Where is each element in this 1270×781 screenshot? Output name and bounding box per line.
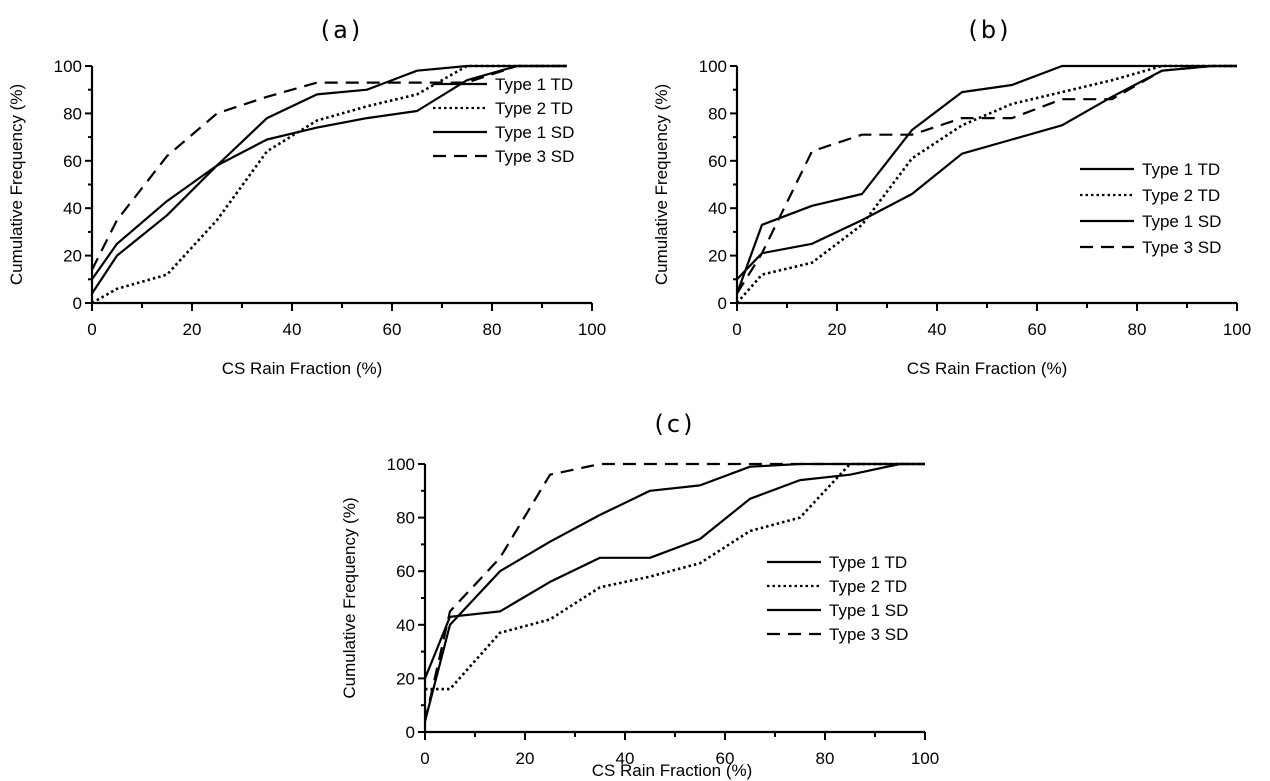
x-tick-label: 80 — [483, 320, 502, 339]
legend-label-2: Type 2 TD — [829, 577, 907, 596]
chart-panel-3: (c) 0 20 40 60 80 100 0 20 40 60 80 100 CS Rain Fract… — [340, 410, 939, 780]
legend-label-1: Type 1 TD — [1142, 160, 1220, 179]
legend-label-2: Type 2 TD — [1142, 186, 1220, 205]
series-line-3 — [735, 64, 1237, 294]
y-tick-label: 80 — [63, 104, 82, 123]
y-tick-label: 80 — [396, 509, 415, 528]
y-axis-title: Cumulative Frequency (%) — [7, 84, 26, 285]
x-tick-label: 20 — [828, 320, 847, 339]
chart-panel-1: (a) 0 20 40 60 80 100 0 20 40 60 80 100 CS Rain Fract… — [7, 16, 606, 378]
legend-label-4: Type 3 SD — [829, 625, 908, 644]
x-tick-label: 100 — [911, 749, 939, 768]
x-tick-label: 20 — [183, 320, 202, 339]
y-axis-title: Cumulative Frequency (%) — [652, 84, 671, 285]
series-line-1 — [91, 64, 567, 280]
y-tick-label: 60 — [708, 152, 727, 171]
y-tick-label: 100 — [387, 455, 415, 474]
y-tick-label: 0 — [718, 294, 727, 313]
y-tick-label: 0 — [406, 723, 415, 742]
x-tick-label: 100 — [578, 320, 606, 339]
x-tick-label: 60 — [1028, 320, 1047, 339]
series-line-2 — [736, 64, 1237, 304]
panel-title: (c) — [655, 410, 696, 438]
x-tick-label: 40 — [928, 320, 947, 339]
legend-label-4: Type 3 SD — [495, 147, 574, 166]
legend-label-3: Type 1 SD — [829, 601, 908, 620]
series-line-4 — [423, 462, 925, 722]
panel-title: (b) — [969, 16, 1012, 44]
legend-label-4: Type 3 SD — [1142, 238, 1221, 257]
y-tick-label: 40 — [396, 616, 415, 635]
x-tick-label: 20 — [516, 749, 535, 768]
y-tick-label: 0 — [73, 294, 82, 313]
series-line-2 — [91, 64, 567, 305]
x-tick-label: 0 — [732, 320, 741, 339]
y-tick-label: 40 — [708, 199, 727, 218]
chart-panel-2: (b) 0 20 40 60 80 100 0 20 40 60 80 100 CS Rain Fract… — [652, 16, 1251, 378]
legend-label-3: Type 1 SD — [495, 123, 574, 142]
x-axis-title: CS Rain Fraction (%) — [907, 359, 1068, 378]
series-line-1 — [423, 462, 925, 679]
x-tick-label: 40 — [616, 749, 635, 768]
y-tick-label: 60 — [63, 152, 82, 171]
x-tick-label: 0 — [87, 320, 96, 339]
y-tick-label: 40 — [63, 199, 82, 218]
x-tick-label: 0 — [420, 749, 429, 768]
legend-label-1: Type 1 TD — [495, 75, 573, 94]
y-tick-label: 20 — [63, 247, 82, 266]
y-tick-label: 20 — [396, 669, 415, 688]
y-tick-label: 100 — [54, 57, 82, 76]
x-tick-label: 60 — [383, 320, 402, 339]
y-tick-label: 20 — [708, 247, 727, 266]
x-axis-title: CS Rain Fraction (%) — [592, 761, 753, 780]
x-tick-label: 80 — [816, 749, 835, 768]
x-tick-label: 100 — [1223, 320, 1251, 339]
panel-title: (a) — [321, 16, 363, 44]
y-axis-title: Cumulative Frequency (%) — [340, 497, 359, 698]
y-tick-label: 60 — [396, 562, 415, 581]
x-tick-label: 80 — [1128, 320, 1147, 339]
x-axis-title: CS Rain Fraction (%) — [222, 359, 383, 378]
y-tick-label: 80 — [708, 104, 727, 123]
legend-label-2: Type 2 TD — [495, 99, 573, 118]
series-line-4 — [736, 64, 1237, 295]
series-line-4 — [91, 64, 567, 271]
legend-label-3: Type 1 SD — [1142, 212, 1221, 231]
y-tick-label: 100 — [699, 57, 727, 76]
x-tick-label: 40 — [283, 320, 302, 339]
x-tick-label: 60 — [716, 749, 735, 768]
legend-label-1: Type 1 TD — [829, 553, 907, 572]
series-line-3 — [91, 64, 567, 295]
